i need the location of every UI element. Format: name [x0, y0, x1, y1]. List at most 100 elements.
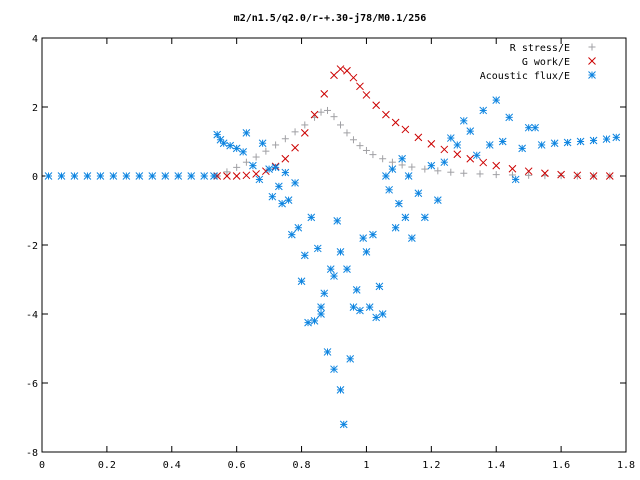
data-point — [524, 167, 533, 176]
x-tick-label: 0.6 — [228, 460, 246, 471]
data-point — [589, 136, 598, 145]
x-tick-label: 0.8 — [293, 460, 311, 471]
data-point — [281, 135, 289, 143]
data-point — [382, 172, 390, 180]
data-point — [446, 134, 455, 142]
data-point — [576, 137, 585, 146]
axis-ticks: 0 0.2 0.4 0.6 0.8 1 1.2 1.4 1.6 1.8 4 2 0 -2 -4 -6 -8 — [26, 34, 635, 471]
data-point — [401, 213, 410, 222]
data-point — [362, 146, 370, 154]
data-point — [122, 172, 131, 180]
data-point — [109, 172, 118, 180]
data-point — [210, 172, 218, 180]
data-point — [291, 143, 299, 152]
data-point — [336, 386, 345, 394]
data-point — [70, 172, 79, 180]
data-point — [492, 161, 501, 170]
data-point — [362, 91, 371, 99]
data-point — [287, 230, 296, 239]
data-point — [372, 101, 381, 110]
data-point — [460, 169, 468, 177]
data-point — [434, 167, 442, 175]
data-point — [466, 154, 475, 163]
y-tick-label: 4 — [32, 34, 38, 45]
data-point — [317, 108, 325, 116]
data-point — [219, 139, 228, 148]
data-point — [479, 106, 488, 115]
data-point — [573, 171, 582, 180]
data-point — [304, 318, 312, 327]
data-point — [317, 310, 325, 318]
data-point — [281, 168, 290, 177]
data-point — [388, 165, 397, 173]
data-point — [174, 172, 183, 180]
data-point — [324, 106, 332, 114]
data-point — [343, 129, 351, 137]
data-point — [262, 147, 270, 155]
data-point — [278, 199, 286, 208]
data-point — [427, 140, 436, 148]
data-point — [492, 96, 501, 104]
data-point — [498, 137, 507, 146]
x-tick-label: 1.8 — [617, 460, 635, 471]
data-point — [414, 133, 423, 142]
data-point — [57, 172, 66, 180]
data-point — [336, 248, 345, 256]
data-point — [320, 90, 329, 98]
data-point — [541, 169, 549, 178]
data-point — [589, 172, 598, 180]
data-point — [453, 150, 462, 159]
data-point — [372, 313, 381, 322]
data-point — [550, 139, 559, 148]
x-tick-label: 0.4 — [163, 460, 181, 471]
y-tick-label: 2 — [32, 103, 38, 114]
data-point — [391, 223, 400, 232]
data-point — [379, 155, 387, 163]
data-point — [420, 213, 429, 222]
data-point — [404, 172, 413, 180]
data-point — [300, 251, 309, 260]
chart-title: m2/n1.5/q2.0/r-+.30-j78/M0.1/256 — [234, 12, 427, 24]
data-point — [268, 192, 277, 201]
data-point — [531, 123, 540, 132]
data-point — [249, 161, 257, 170]
x-tick-label: 0 — [39, 460, 45, 471]
data-point — [557, 172, 565, 180]
legend-marker — [588, 57, 596, 65]
data-point — [365, 303, 374, 311]
y-tick-label: 0 — [32, 172, 38, 183]
data-point — [187, 172, 196, 180]
data-point — [232, 144, 241, 153]
data-point — [349, 73, 358, 82]
data-point — [349, 136, 357, 144]
data-point — [148, 172, 157, 180]
data-point — [343, 265, 351, 274]
data-point — [284, 196, 293, 205]
data-point — [427, 161, 436, 170]
data-point — [518, 144, 527, 153]
data-point — [265, 165, 273, 173]
y-tick-label: -4 — [26, 310, 38, 321]
series-1 — [213, 65, 614, 180]
x-tick-label: 1.6 — [552, 460, 570, 471]
data-point — [378, 310, 387, 318]
data-point — [330, 113, 338, 121]
data-point — [252, 153, 260, 161]
data-point — [395, 199, 403, 208]
data-point — [476, 170, 484, 178]
data-point — [362, 248, 371, 256]
legend-label: Acoustic flux/E — [480, 71, 570, 82]
data-point — [391, 118, 400, 127]
legend-label: G work/E — [522, 57, 570, 68]
legend: R stress/E G work/E Acoustic flux/E — [480, 43, 596, 82]
data-point — [369, 151, 377, 159]
data-point — [459, 116, 468, 125]
data-point — [96, 172, 105, 180]
data-point — [161, 172, 170, 180]
data-point — [433, 196, 442, 205]
data-point — [310, 110, 319, 119]
data-point — [421, 165, 429, 173]
data-point — [83, 172, 92, 180]
data-point — [398, 154, 406, 163]
